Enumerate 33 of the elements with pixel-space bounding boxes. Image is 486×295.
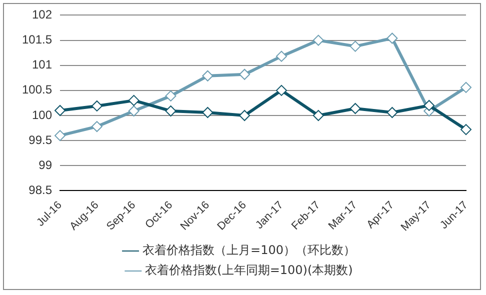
point [91, 121, 102, 132]
point [54, 130, 66, 142]
point [276, 84, 287, 96]
point [424, 100, 435, 111]
y-tick-label: 102 [32, 8, 52, 22]
point [350, 40, 361, 52]
point [276, 50, 287, 62]
y-tick-label: 101.5 [22, 32, 52, 47]
y-tick-label: 100.5 [22, 82, 52, 97]
point [312, 110, 324, 122]
point [202, 106, 214, 118]
point [165, 90, 176, 102]
y-tick-label: 101 [32, 58, 52, 72]
point [386, 32, 398, 44]
point [54, 104, 66, 116]
y-tick-label: 98.5 [28, 183, 52, 198]
point [239, 110, 250, 122]
point [312, 34, 324, 46]
y-tick-label: 100 [32, 108, 52, 122]
point [91, 100, 102, 112]
point [165, 105, 176, 116]
point [128, 105, 140, 116]
point [128, 94, 140, 106]
legend-label: 衣着价格指数(上年同期=100)(本期数) [145, 263, 353, 278]
legend-label: 衣着价格指数（上月=100）（环比数） [142, 243, 356, 258]
point [460, 124, 472, 136]
point [350, 102, 361, 114]
point [239, 68, 250, 80]
y-tick-label: 99 [38, 158, 52, 172]
y-tick-label: 99.5 [28, 132, 52, 147]
point [202, 70, 214, 82]
point [460, 82, 472, 93]
point [386, 106, 398, 118]
